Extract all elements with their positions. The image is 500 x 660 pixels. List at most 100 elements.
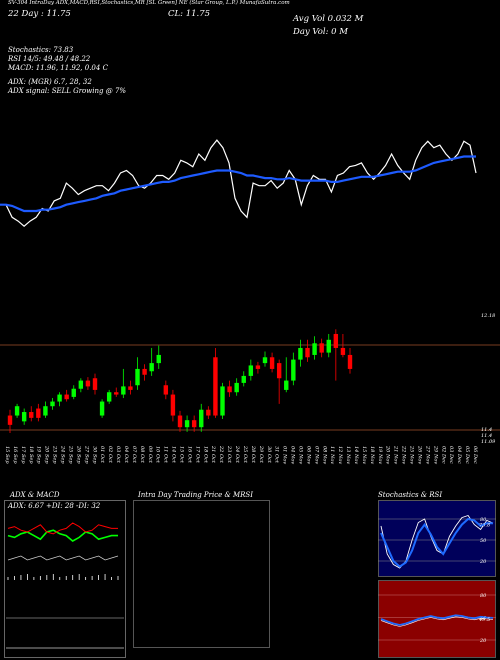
- candle-body: [326, 339, 331, 353]
- candle-body: [199, 409, 204, 428]
- x-axis-label: 21 Nov: [393, 445, 399, 464]
- x-axis-label: 31 Oct: [274, 446, 280, 464]
- x-axis-label: 01 Nov: [282, 446, 288, 464]
- candle: [227, 380, 232, 397]
- price-label-bottom-1: 11.4: [481, 427, 493, 433]
- candle-body: [36, 408, 41, 418]
- x-axis-label: 11 Oct: [163, 446, 169, 464]
- x-axis-label: 29 Oct: [258, 445, 264, 464]
- candle: [149, 347, 154, 376]
- stoch-fast-line: [380, 514, 494, 569]
- candle: [21, 408, 27, 425]
- candle-body: [14, 406, 20, 416]
- x-axis-label: 27 Sep: [83, 445, 89, 464]
- candle-body: [184, 420, 190, 428]
- price-chart: 15 Sep 16 Sep 17 Sep 18 Sep 19 Sep 20 Sep 23 S…: [0, 139, 500, 464]
- rsi-level-label: 20: [479, 638, 487, 644]
- x-axis-label: 07 Nov: [313, 446, 319, 464]
- close-price: CL: 11.75: [168, 9, 211, 19]
- candle-body: [21, 412, 27, 422]
- candle-body: [269, 357, 275, 369]
- candle-body: [85, 380, 91, 387]
- candle: [57, 392, 62, 407]
- stoch-level-label: 80: [480, 517, 487, 523]
- candle: [269, 352, 275, 373]
- candle-body: [78, 380, 84, 389]
- x-axis-label: 07 Oct: [131, 446, 137, 464]
- candle-body: [114, 392, 119, 395]
- x-axis-label: 16 Sep: [12, 446, 18, 464]
- candle-body: [57, 394, 62, 402]
- x-axis-label: 25 Sep: [67, 445, 73, 464]
- candle: [177, 410, 183, 432]
- candle: [220, 382, 225, 420]
- candle-body: [43, 406, 48, 416]
- x-axis-label: 29 Nov: [432, 445, 438, 464]
- candle-body: [135, 368, 140, 386]
- macd-readout: MACD: 11.96, 11.92, 0.04 C: [8, 64, 108, 72]
- candle-body: [121, 386, 126, 395]
- candle: [163, 380, 169, 400]
- price-line: [0, 139, 477, 227]
- candle-body: [142, 368, 147, 375]
- stoch-panel-title: Stochastics & RSI: [378, 491, 443, 499]
- x-axis-label: 24 Sep: [60, 445, 66, 464]
- candle: [248, 359, 254, 381]
- candle-body: [319, 343, 324, 353]
- candle: [78, 378, 84, 393]
- candle-body: [29, 412, 34, 418]
- candle: [121, 368, 126, 399]
- x-axis-label: 11 Nov: [329, 446, 335, 464]
- candle: [7, 409, 13, 434]
- candle-body: [213, 357, 218, 416]
- candle: [99, 399, 105, 418]
- candle: [298, 339, 303, 367]
- candle: [106, 389, 112, 404]
- x-axis-label: 09 Oct: [147, 446, 153, 464]
- candle: [50, 398, 55, 410]
- x-axis-label: 19 Nov: [377, 446, 383, 464]
- candle-body: [7, 415, 13, 425]
- adx-panel-values: ADX: 6.67 +DI: 28 -DI: 32: [8, 502, 101, 510]
- candle: [255, 361, 261, 374]
- x-axis-label: 25 Nov: [409, 445, 415, 464]
- x-axis-label: 15 Nov: [361, 446, 367, 464]
- candle-body: [312, 343, 317, 355]
- stoch-level-label: 20: [479, 559, 487, 565]
- x-axis-label: 14 Oct: [171, 446, 177, 464]
- candle-body: [71, 388, 76, 397]
- candle: [14, 403, 20, 418]
- x-axis-label: 03 Oct: [115, 446, 121, 464]
- x-axis-label: 15 Oct: [179, 446, 185, 464]
- candle: [156, 345, 161, 369]
- x-axis-label: 15 Sep: [4, 446, 10, 464]
- candle-body: [206, 409, 211, 416]
- x-axis-label: 02 Oct: [107, 446, 113, 464]
- candle: [43, 401, 48, 418]
- candle: [191, 415, 197, 432]
- candle-body: [128, 386, 133, 390]
- price-label-bottom-3: 11.09: [481, 439, 496, 445]
- candle-body: [227, 386, 232, 393]
- candle: [114, 387, 119, 397]
- candle-body: [291, 359, 296, 381]
- x-axis-label: 30 Sep: [91, 446, 97, 464]
- x-axis-label: 22 Oct: [218, 445, 224, 464]
- x-axis-label: 08 Nov: [321, 446, 327, 464]
- x-axis-label: 04 Nov: [290, 446, 296, 464]
- x-axis-label: 06 Nov: [305, 446, 311, 464]
- x-axis-label: 30 Oct: [266, 446, 272, 464]
- adx-line: [7, 555, 119, 561]
- candle-body: [170, 394, 176, 416]
- x-axis-label: 17 Sep: [20, 446, 26, 464]
- x-axis-label: 26 Nov: [416, 445, 422, 464]
- rsi-level-label: 80: [480, 593, 487, 599]
- x-axis-label: 17 Oct: [194, 446, 200, 464]
- moving-average-line: [0, 155, 476, 213]
- candle: [64, 389, 69, 402]
- candle: [206, 406, 211, 420]
- candle-body: [262, 357, 268, 364]
- x-axis-label: 03 Dec: [448, 446, 454, 464]
- adx-minus-di-line: [7, 522, 118, 535]
